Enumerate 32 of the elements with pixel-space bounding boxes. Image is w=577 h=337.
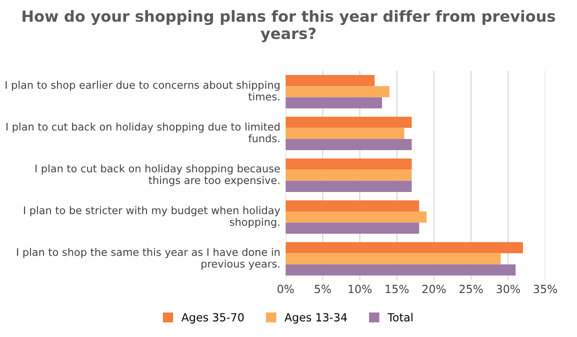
y-tick-label: I plan to shop earlier due to concerns about shipping times. xyxy=(6,80,280,101)
bar xyxy=(286,242,524,254)
bar xyxy=(286,97,382,108)
bar xyxy=(286,158,412,170)
bar xyxy=(286,253,501,264)
x-tick-label: 35% xyxy=(534,284,557,294)
x-tick-label: 30% xyxy=(496,284,520,294)
bar xyxy=(286,222,420,234)
y-tick-label: I plan to be stricter with my budget when holiday shopping. xyxy=(24,206,280,228)
y-tick-label: I plan to cut back on holiday shopping due to limited funds. xyxy=(6,122,280,142)
x-tick-label: 20% xyxy=(422,284,446,294)
x-tick-label: 5% xyxy=(314,284,331,294)
chart-title: How do your shopping plans for this year differ from previous years? xyxy=(22,10,556,42)
legend-label: Total xyxy=(387,312,412,322)
bar xyxy=(286,116,412,128)
bar xyxy=(286,170,412,181)
bar xyxy=(286,86,390,98)
bar xyxy=(286,264,516,276)
bar xyxy=(286,128,404,140)
bar xyxy=(286,200,420,212)
bar xyxy=(286,74,375,86)
x-tick-label: 10% xyxy=(348,284,372,294)
bar xyxy=(286,211,427,223)
x-tick-label: 25% xyxy=(460,284,483,294)
x-tick-label: 15% xyxy=(386,284,409,294)
bar xyxy=(286,180,412,192)
y-tick-label: I plan to cut back on holiday shopping because things are too expensive. xyxy=(36,164,280,186)
y-tick-label: I plan to shop the same this year as I have done in previous years. xyxy=(17,248,280,270)
bar xyxy=(286,139,412,150)
x-tick-label: 0% xyxy=(278,284,294,294)
legend-label: Ages 13-34 xyxy=(284,313,347,324)
legend-label: Ages 35-70 xyxy=(181,313,244,324)
